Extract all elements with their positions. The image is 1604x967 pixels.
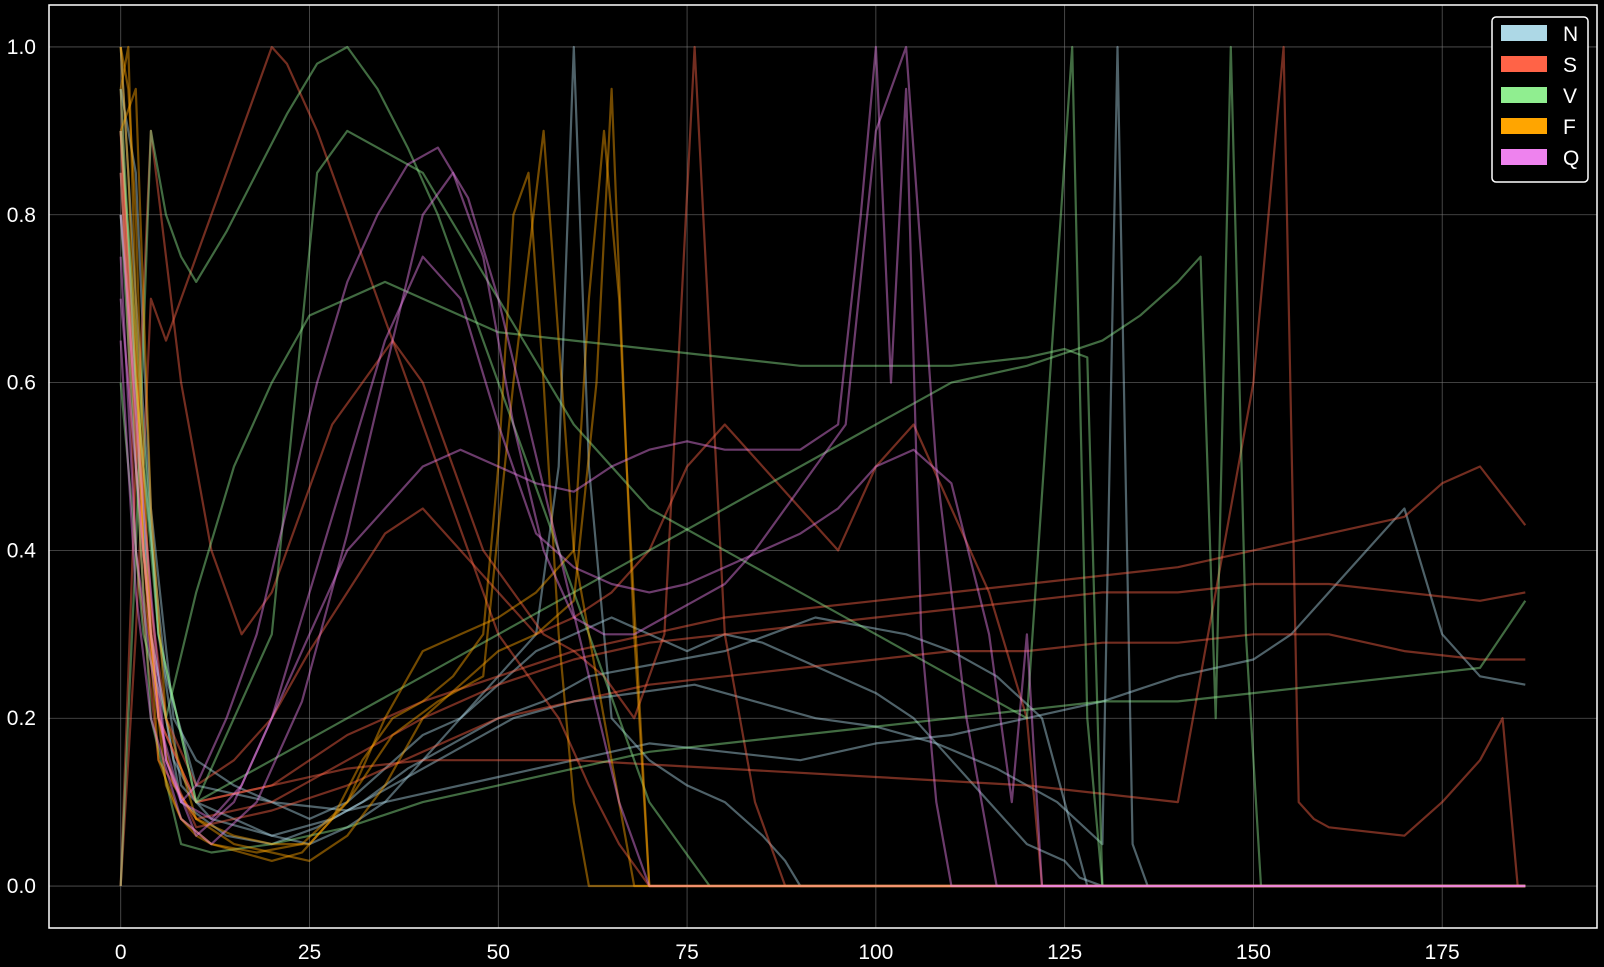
series-line-V: [119, 280, 1526, 888]
series-N: [119, 45, 1526, 888]
legend-swatch-N: [1501, 25, 1547, 41]
y-axis-tick-labels: 0.0 0.2 0.4 0.6 0.8 1.0: [7, 36, 37, 898]
legend-label-F: F: [1563, 116, 1576, 139]
series-line-S: [119, 45, 1526, 888]
x-tick-label: 75: [675, 941, 698, 964]
series-line-Q: [119, 45, 1526, 888]
series-line-V: [119, 45, 1526, 888]
series-line-V: [119, 45, 1526, 888]
series-line-N: [119, 172, 1526, 888]
x-tick-label: 25: [298, 941, 321, 964]
series-line-N: [119, 45, 1526, 888]
series-Q: [119, 45, 1526, 888]
series-line-S: [119, 88, 1527, 804]
x-tick-label: 100: [858, 941, 893, 964]
series-line-V: [119, 45, 1526, 888]
series-line-S: [119, 45, 1526, 888]
x-tick-label: 50: [487, 941, 510, 964]
legend-label-Q: Q: [1563, 147, 1579, 170]
y-tick-label: 0.0: [7, 875, 36, 898]
x-tick-label: 175: [1425, 941, 1460, 964]
series-line-F: [119, 45, 1526, 888]
grid: [49, 5, 1597, 928]
series-line-N: [119, 88, 1526, 888]
series-line-F: [119, 87, 1526, 888]
x-tick-label: 125: [1047, 941, 1082, 964]
legend-label-V: V: [1563, 85, 1577, 108]
series-line-S: [119, 172, 1526, 829]
series-line-N: [119, 214, 1526, 812]
series-line-F: [119, 46, 1526, 888]
series-line-F: [119, 46, 1526, 888]
y-tick-label: 0.4: [7, 539, 37, 562]
y-tick-label: 1.0: [7, 36, 36, 59]
legend-label-S: S: [1563, 54, 1577, 77]
legend-label-N: N: [1563, 23, 1578, 46]
legend-swatch-Q: [1501, 149, 1547, 165]
series-line-V: [119, 214, 1527, 854]
x-axis-tick-labels: 0 25 50 75 100 125 150 175: [115, 941, 1460, 964]
series-F: [119, 45, 1526, 888]
y-tick-label: 0.8: [7, 204, 36, 227]
legend-swatch-V: [1501, 87, 1547, 103]
series-V: [119, 45, 1527, 888]
series-line-S: [119, 130, 1526, 821]
series-line-Q: [119, 146, 1526, 888]
legend-swatch-S: [1501, 56, 1547, 72]
series-lines: [119, 45, 1527, 888]
series-line-S: [119, 45, 1526, 888]
y-tick-label: 0.6: [7, 372, 36, 395]
series-S: [119, 45, 1527, 888]
x-tick-label: 0: [115, 941, 127, 964]
series-line-N: [119, 45, 1526, 888]
x-tick-label: 150: [1236, 941, 1271, 964]
series-line-S: [119, 130, 1526, 888]
plot-area-frame: [48, 4, 1598, 929]
y-tick-label: 0.2: [7, 707, 36, 730]
legend-swatch-F: [1501, 118, 1547, 134]
series-line-Q: [119, 45, 1526, 888]
series-line-Q: [119, 214, 1526, 888]
